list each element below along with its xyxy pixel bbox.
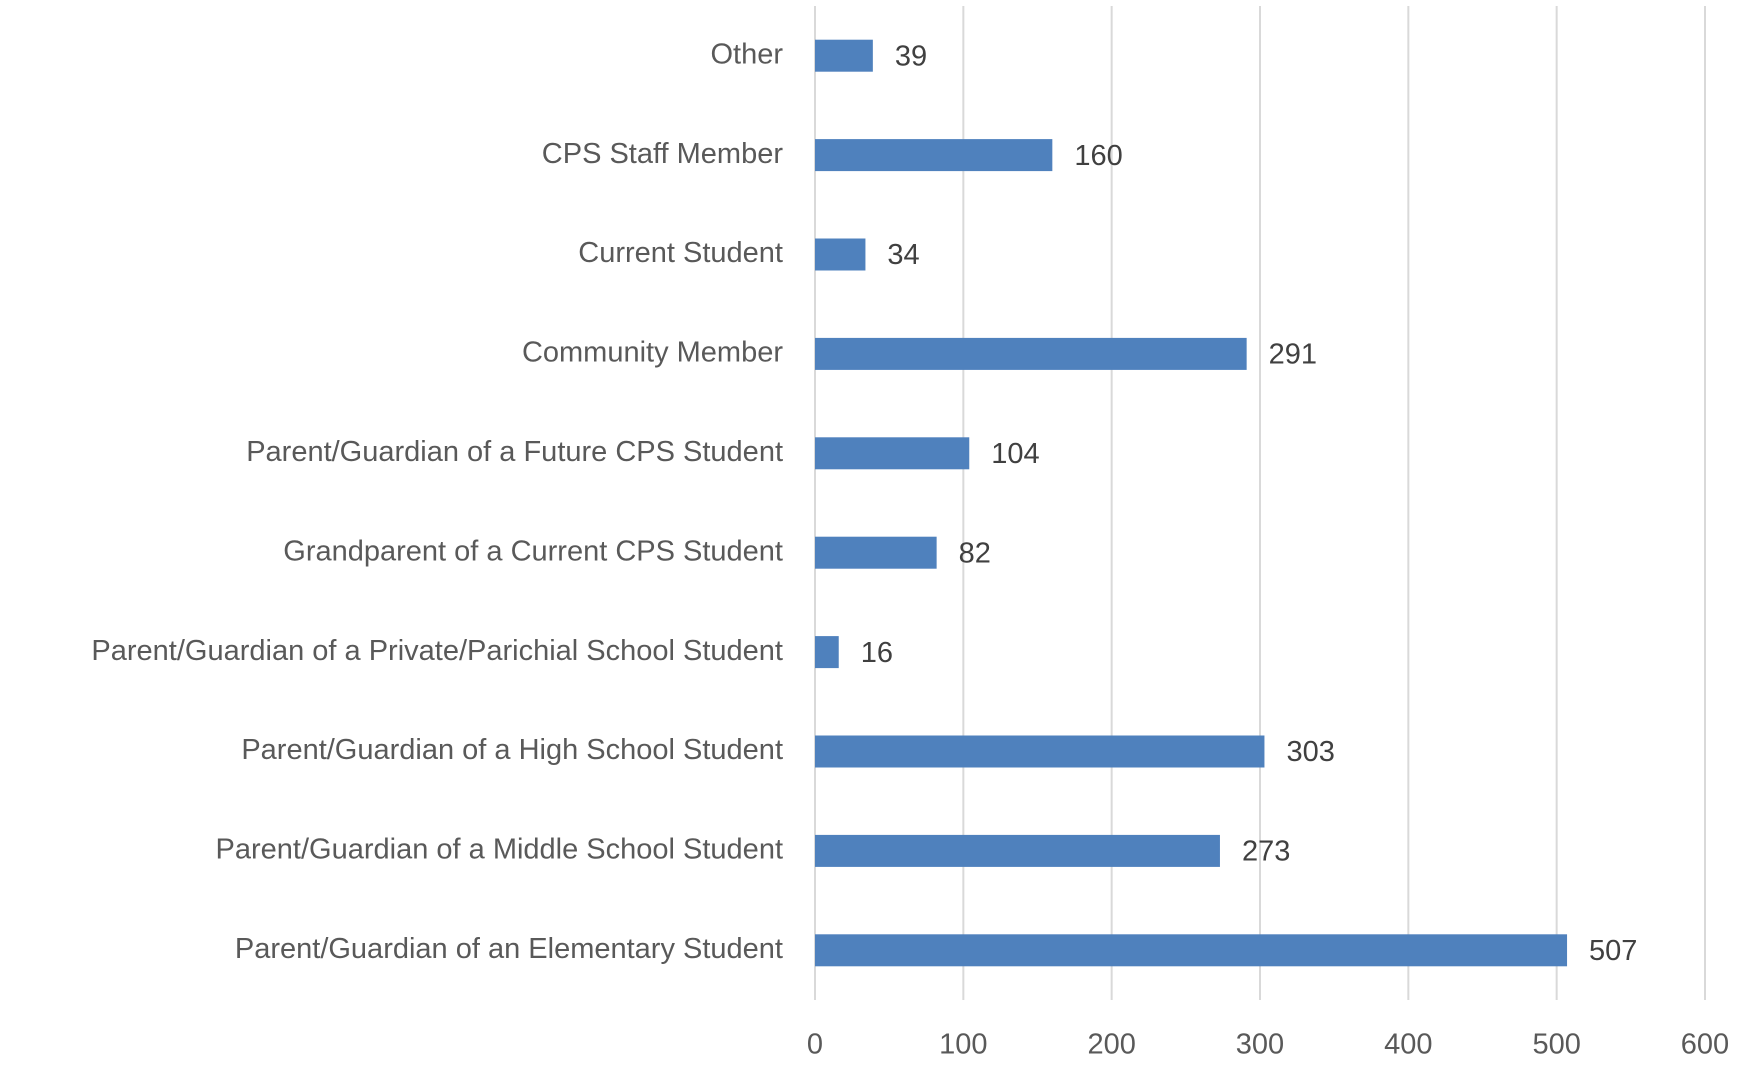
category-label: Parent/Guardian of a Future CPS Student — [246, 436, 783, 468]
category-label: CPS Staff Member — [542, 138, 784, 170]
bar — [815, 536, 937, 569]
category-label: Grandparent of a Current CPS Student — [283, 535, 783, 567]
bar — [815, 139, 1053, 172]
data-label: 291 — [1269, 339, 1317, 371]
x-tick-label: 200 — [1087, 1029, 1135, 1061]
data-label: 82 — [959, 537, 991, 569]
data-label: 104 — [991, 438, 1039, 470]
bar — [815, 735, 1265, 768]
data-label: 160 — [1074, 140, 1122, 172]
category-label: Other — [710, 38, 783, 70]
x-tick-label: 500 — [1532, 1029, 1580, 1061]
x-tick-label: 400 — [1384, 1029, 1432, 1061]
category-label: Parent/Guardian of a Middle School Stude… — [216, 834, 783, 866]
x-tick-label: 100 — [939, 1029, 987, 1061]
bar — [815, 636, 839, 669]
category-label: Parent/Guardian of a Private/Parichial S… — [91, 635, 783, 667]
data-label: 273 — [1242, 836, 1290, 868]
data-label: 303 — [1286, 736, 1334, 768]
bar — [815, 934, 1568, 967]
category-label: Community Member — [522, 337, 783, 369]
x-tick-label: 600 — [1681, 1029, 1729, 1061]
bar — [815, 437, 970, 470]
bar — [815, 337, 1247, 370]
data-label: 39 — [895, 40, 927, 72]
bar — [815, 39, 873, 72]
category-label: Current Student — [578, 237, 783, 269]
data-label: 16 — [861, 637, 893, 669]
category-label: Parent/Guardian of an Elementary Student — [235, 933, 783, 965]
bar — [815, 834, 1220, 867]
data-label: 34 — [887, 239, 919, 271]
bar — [815, 238, 866, 271]
x-tick-label: 0 — [807, 1029, 823, 1061]
data-label: 507 — [1589, 935, 1637, 967]
x-tick-label: 300 — [1236, 1029, 1284, 1061]
category-label: Parent/Guardian of a High School Student — [241, 734, 783, 766]
